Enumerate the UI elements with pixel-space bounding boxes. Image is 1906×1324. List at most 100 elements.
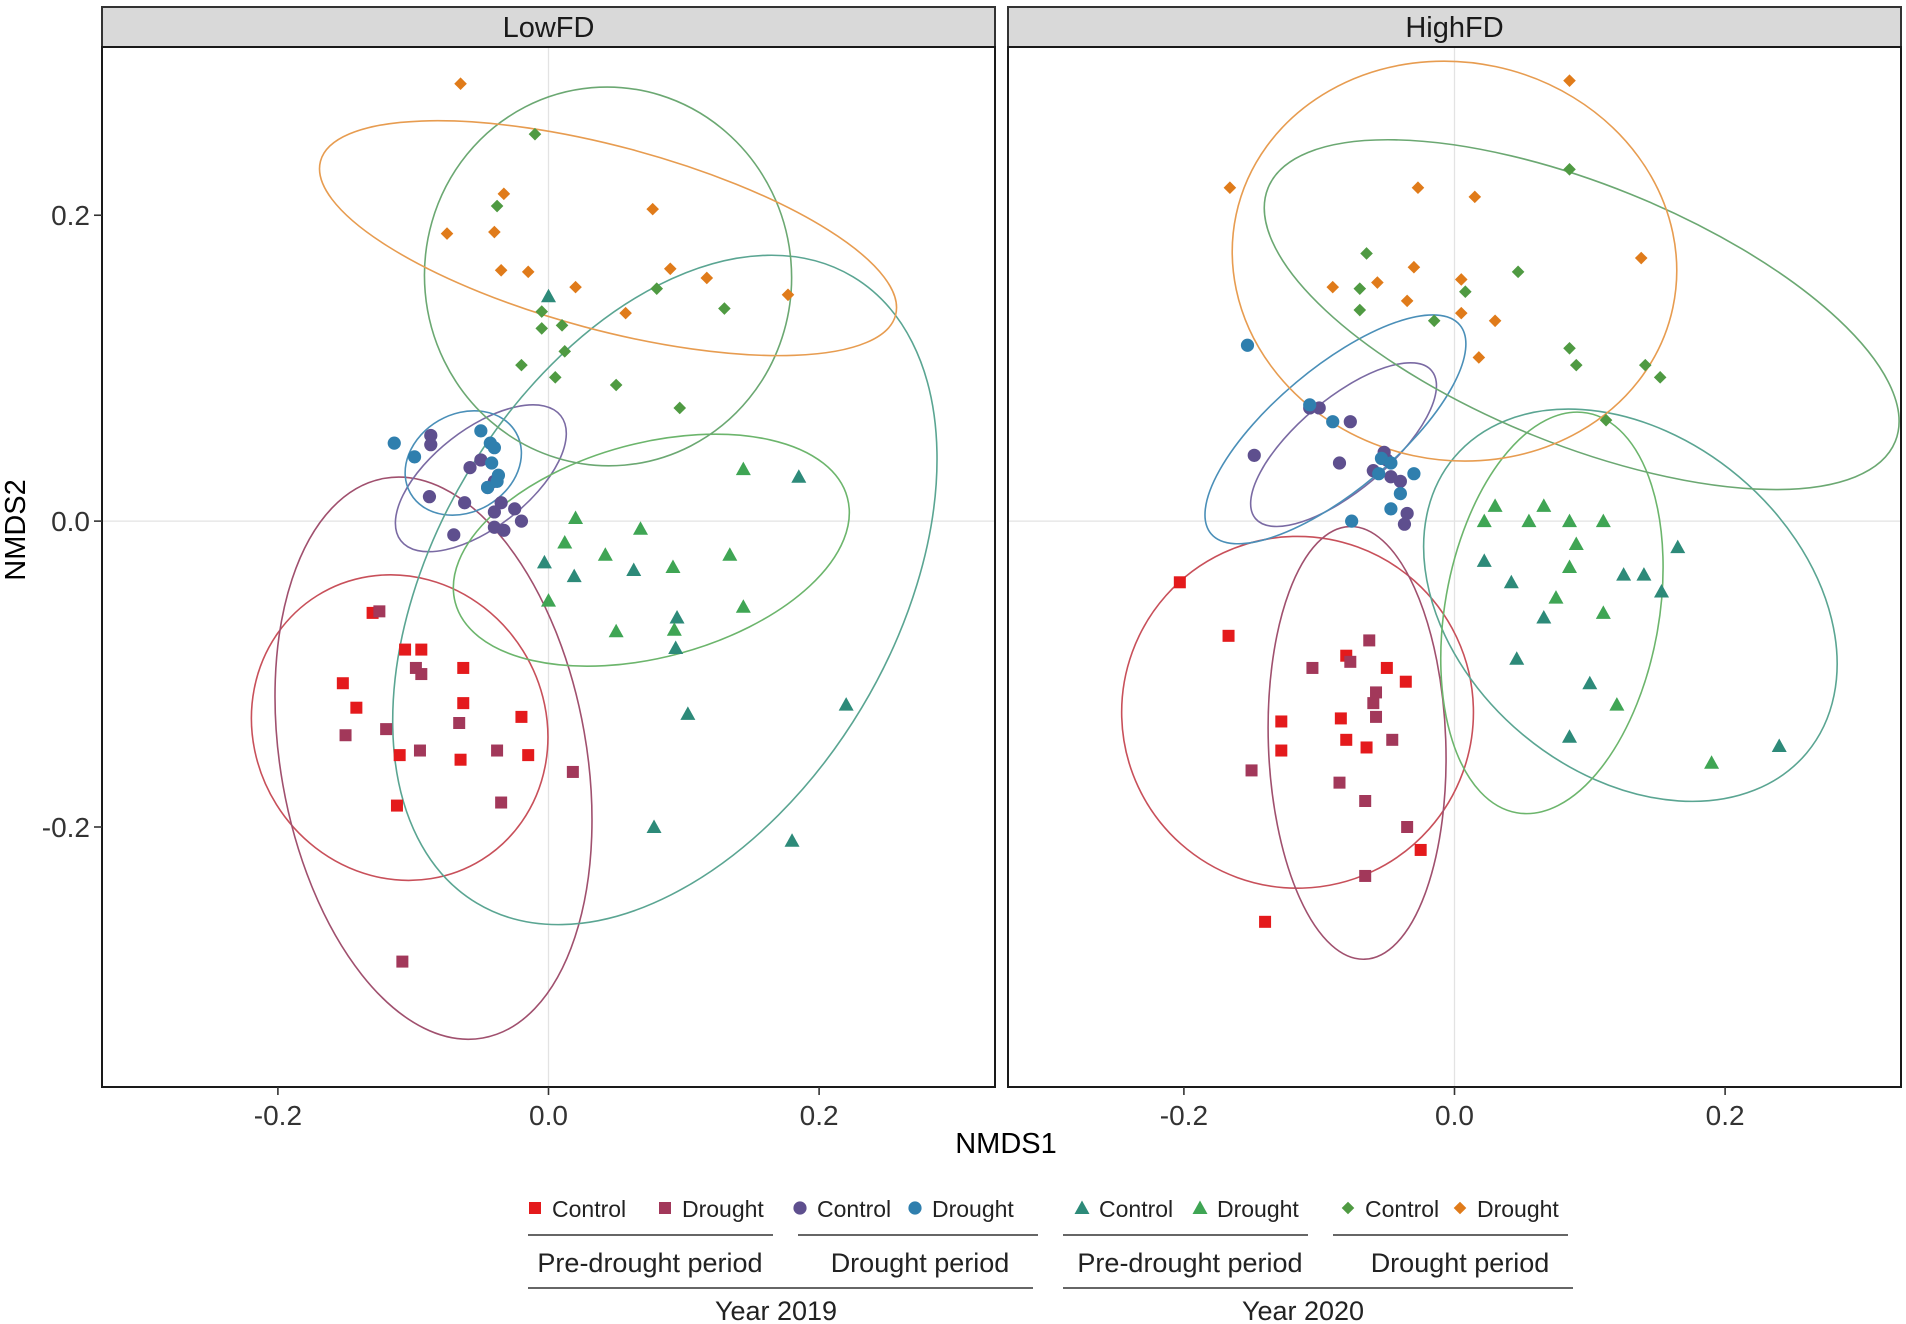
point-pre2019_drought: [1386, 733, 1399, 746]
point-dr2019_control: [1332, 456, 1347, 470]
point-pre2019_drought: [1333, 776, 1346, 789]
point-pre2020_control: [1476, 553, 1492, 567]
point-dr2019_control: [474, 453, 488, 467]
point-dr2019_control: [494, 496, 508, 510]
point-pre2020_drought: [541, 593, 556, 607]
point-dr2020_drought: [700, 271, 714, 285]
point-pre2020_control: [1503, 574, 1519, 589]
point-pre2019_drought: [1401, 821, 1414, 833]
point-dr2019_control: [424, 438, 438, 452]
point-pre2019_control: [1275, 744, 1288, 757]
legend-period-label: Pre-drought period: [537, 1248, 762, 1278]
y-tick-label: 0.2: [51, 200, 90, 231]
point-pre2019_control: [399, 643, 412, 656]
point-dr2020_drought: [1634, 251, 1648, 265]
point-dr2019_control: [1393, 474, 1407, 488]
point-pre2020_drought: [1536, 498, 1552, 512]
point-dr2020_drought: [1488, 314, 1502, 328]
point-dr2020_control: [718, 302, 731, 315]
point-pre2019_drought: [453, 717, 466, 729]
ellipse-dr2020_drought: [318, 119, 898, 357]
point-dr2020_control: [1511, 265, 1525, 279]
legend-label: Control: [817, 1196, 891, 1222]
point-dr2020_control: [535, 305, 549, 318]
point-dr2020_drought: [619, 306, 632, 320]
point-pre2019_drought: [1370, 686, 1383, 699]
point-pre2019_drought: [415, 668, 428, 681]
point-pre2020_drought: [1487, 498, 1503, 512]
legend-key-dr2019_drought: [908, 1201, 922, 1215]
point-pre2020_control: [626, 562, 642, 577]
x-tick-label: -0.2: [254, 1100, 302, 1131]
point-pre2020_control: [668, 640, 684, 655]
point-pre2019_drought: [1344, 655, 1357, 668]
point-pre2019_control: [393, 749, 406, 762]
ellipse-dr2019_drought: [404, 410, 523, 516]
point-dr2019_control: [1247, 448, 1261, 462]
point-pre2019_drought: [339, 729, 352, 742]
point-dr2019_control: [424, 428, 438, 443]
point-dr2019_drought: [1326, 415, 1340, 429]
y-tick-label: -0.2: [42, 812, 90, 843]
facet-strip: [101, 6, 996, 48]
point-pre2020_drought: [666, 622, 682, 636]
ellipse-dr2020_control: [423, 86, 793, 467]
point-dr2020_control: [528, 127, 542, 141]
legend-label: Drought: [932, 1196, 1014, 1222]
legend-year-label: Year 2019: [715, 1296, 837, 1324]
legend-label: Drought: [1477, 1196, 1559, 1222]
point-dr2019_control: [463, 460, 477, 475]
point-dr2020_control: [1427, 314, 1441, 328]
point-dr2020_drought: [521, 265, 535, 279]
point-pre2020_drought: [1704, 755, 1720, 769]
point-pre2020_drought: [597, 547, 613, 561]
data-points: [1173, 74, 1787, 928]
y-axis-label: NMDS2: [0, 479, 32, 581]
legend-key-pre2019_control: [529, 1202, 541, 1214]
point-dr2020_drought: [497, 187, 511, 201]
point-dr2019_drought: [1372, 467, 1386, 481]
point-dr2019_drought: [485, 456, 499, 470]
point-dr2019_drought: [1240, 338, 1255, 352]
point-dr2019_drought: [387, 436, 401, 450]
point-dr2020_drought: [1326, 280, 1340, 294]
point-dr2019_control: [487, 505, 501, 519]
legend-label: Control: [1365, 1196, 1439, 1222]
point-pre2020_drought: [735, 599, 751, 613]
point-dr2019_drought: [474, 424, 488, 438]
point-pre2020_control: [1616, 567, 1632, 581]
point-dr2020_control: [609, 378, 623, 392]
point-pre2019_drought: [396, 955, 409, 968]
point-pre2019_drought: [1363, 634, 1376, 647]
point-pre2019_control: [515, 710, 528, 723]
point-dr2020_control: [555, 319, 569, 332]
point-pre2020_control: [541, 288, 556, 303]
x-tick-label: 0.0: [1435, 1100, 1474, 1131]
point-dr2020_drought: [1411, 181, 1425, 195]
legend-key-pre2019_drought: [659, 1202, 671, 1214]
ellipse-dr2020_control: [1263, 138, 1900, 491]
point-pre2019_control: [522, 749, 535, 762]
point-dr2020_control: [1360, 247, 1373, 260]
point-dr2020_drought: [1371, 276, 1384, 289]
point-pre2020_drought: [1521, 513, 1537, 528]
point-pre2019_control: [454, 753, 467, 766]
point-dr2020_drought: [454, 77, 467, 91]
point-dr2020_control: [1563, 341, 1576, 355]
point-pre2020_control: [1536, 609, 1552, 624]
point-pre2020_control: [1771, 738, 1787, 752]
point-dr2019_control: [497, 523, 511, 537]
point-dr2019_drought: [481, 480, 495, 495]
ellipse-pre2019_drought: [274, 476, 593, 1041]
point-dr2020_control: [650, 282, 664, 295]
point-dr2019_drought: [487, 441, 501, 455]
point-pre2019_control: [415, 643, 428, 656]
point-dr2019_control: [447, 528, 461, 542]
point-pre2020_drought: [1476, 513, 1492, 528]
point-dr2020_drought: [440, 227, 454, 240]
point-pre2020_control: [1636, 567, 1652, 581]
point-pre2020_drought: [1562, 513, 1578, 528]
legend-period-label: Pre-drought period: [1077, 1248, 1302, 1278]
panels: LowFD -0.2 0.0 0.2 -0.2 0.0 0.2 HighFD -0.2 0.0 0.…: [42, 6, 1902, 1131]
point-pre2020_drought: [735, 461, 751, 476]
